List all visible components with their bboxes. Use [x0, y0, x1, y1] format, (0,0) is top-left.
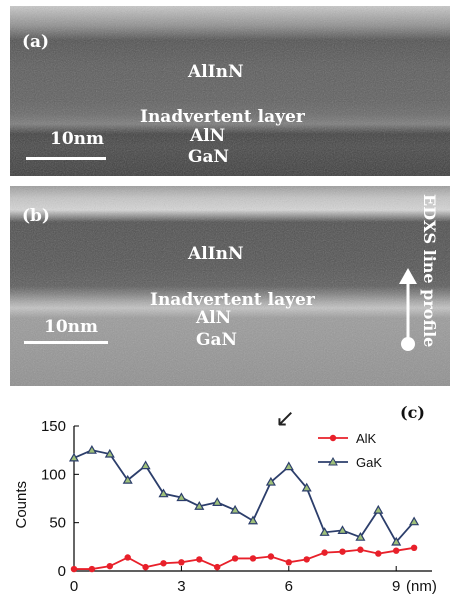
data-point-alk: [231, 555, 239, 562]
panel-tag: (a): [22, 32, 50, 52]
image-texture: [10, 6, 450, 176]
layer-label-alinn: AlInN: [188, 244, 244, 264]
legend: AlK GaK: [318, 431, 382, 470]
y-axis-label: Counts: [13, 481, 30, 529]
data-point-alk: [178, 559, 185, 566]
data-point-alk: [142, 563, 149, 571]
data-point-gak: [194, 501, 205, 510]
data-point-gak: [68, 452, 80, 462]
data-point-gak: [265, 476, 276, 486]
data-point-gak: [409, 516, 420, 526]
series-gak: [68, 444, 420, 546]
data-point-gak: [247, 515, 259, 525]
legend-marker: [329, 434, 337, 442]
layer-label-gan: GaN: [196, 330, 238, 350]
scalebar-label: 10nm: [50, 129, 105, 149]
data-point-alk: [88, 565, 96, 573]
data-point-gak: [212, 497, 223, 506]
legend-label: GaK: [356, 455, 382, 470]
scalebar-label: 10nm: [44, 317, 99, 337]
data-point-gak: [337, 525, 348, 534]
data-point-gak: [86, 444, 97, 454]
scalebar: [24, 341, 108, 344]
data-point-gak: [158, 488, 169, 498]
scalebar: [26, 157, 106, 160]
data-point-alk: [70, 565, 78, 573]
data-point-alk: [357, 546, 364, 553]
data-point-gak: [301, 482, 312, 492]
arrow-pointer-icon: ↙: [275, 404, 295, 432]
data-point-gak: [319, 527, 330, 536]
layer-label-inadvertent: Inadvertent layer: [140, 107, 305, 127]
tem-image-panel-b: (b) AlInN Inadvertent layer AlN GaN 10nm…: [10, 186, 450, 386]
data-point-alk: [321, 549, 328, 556]
x-tick-label: 0: [70, 578, 78, 595]
y-tick-label: 0: [58, 563, 66, 580]
layer-label-inadvertent: Inadvertent layer: [150, 290, 315, 310]
layer-label-alinn: AlInN: [188, 62, 244, 82]
x-tick-label: 9: [392, 578, 400, 595]
y-tick-label: 50: [49, 515, 66, 532]
data-point-gak: [355, 531, 366, 541]
x-axis-label: (nm): [406, 578, 437, 595]
data-point-alk: [249, 555, 257, 562]
y-tick-label: 150: [41, 418, 66, 435]
x-tick-label: 6: [285, 578, 293, 595]
legend-label: AlK: [356, 431, 377, 446]
data-point-alk: [267, 553, 275, 560]
data-point-alk: [375, 550, 382, 557]
y-tick-label: 100: [41, 466, 66, 483]
layer-label-aln: AlN: [196, 308, 232, 328]
data-point-gak: [283, 461, 294, 471]
layer-label-aln: AlN: [190, 126, 226, 146]
data-point-alk: [160, 560, 167, 567]
data-point-alk: [214, 563, 221, 571]
edxs-line-profile-label: EDXS line profile: [420, 194, 439, 348]
data-point-gak: [230, 504, 241, 514]
data-point-alk: [106, 562, 114, 570]
data-point-alk: [393, 547, 400, 554]
data-point-gak: [122, 474, 133, 484]
image-texture: [10, 186, 450, 386]
data-point-alk: [196, 556, 203, 563]
series-line-gak: [73, 449, 415, 544]
data-point-gak: [104, 448, 115, 458]
data-point-gak: [373, 504, 384, 514]
tem-image-panel-a: (a) AlInN Inadvertent layer AlN GaN 10nm: [10, 6, 450, 176]
data-point-alk: [285, 559, 292, 566]
data-point-gak: [391, 536, 402, 546]
data-point-alk: [303, 556, 310, 563]
panel-tag: (c): [400, 403, 425, 422]
data-point-gak: [176, 492, 187, 502]
legend-marker: [328, 456, 338, 466]
data-point-alk: [124, 554, 131, 561]
panel-tag: (b): [22, 206, 50, 226]
edxs-line-profile-chart: 0 50 100 150 0 3 6 9 Counts (nm) (c) ↙ AlK GaK: [13, 403, 437, 595]
data-point-alk: [410, 544, 418, 551]
line-profile-arrow-icon: [399, 268, 417, 351]
layer-label-gan: GaN: [188, 147, 230, 167]
data-point-gak: [140, 460, 151, 470]
x-tick-label: 3: [177, 578, 185, 595]
series-alk: [70, 544, 418, 573]
data-point-alk: [339, 548, 346, 555]
